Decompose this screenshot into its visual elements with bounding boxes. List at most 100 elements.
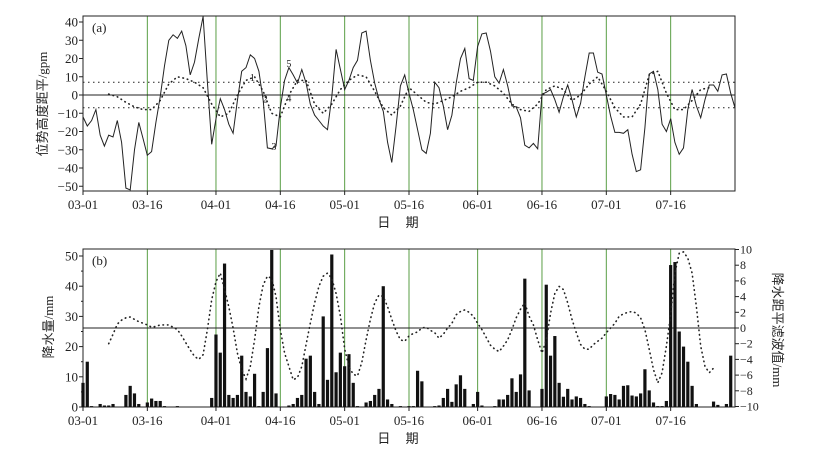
x-axis-label: 日 期 bbox=[377, 431, 424, 446]
precip-bar bbox=[527, 390, 531, 407]
precip-bar bbox=[287, 405, 291, 407]
precip-bar bbox=[626, 385, 630, 407]
y-right-tick-label: 2 bbox=[740, 305, 746, 319]
precip-bar bbox=[506, 394, 510, 407]
point-annotation: 5 bbox=[286, 59, 291, 70]
x-tick-label: 05-16 bbox=[394, 197, 425, 212]
precip-bar bbox=[124, 394, 128, 407]
anomaly-series-line bbox=[82, 16, 736, 191]
precip-bar bbox=[248, 396, 252, 407]
y-tick-label: 20 bbox=[65, 339, 78, 354]
y-tick-label: 30 bbox=[65, 33, 78, 48]
precip-bar bbox=[210, 397, 214, 407]
precip-bar bbox=[158, 400, 162, 407]
precip-bar bbox=[321, 316, 325, 407]
y-tick-label: −30 bbox=[58, 142, 78, 157]
y-right-tick-label: 4 bbox=[740, 290, 746, 304]
precip-bar bbox=[621, 385, 626, 407]
precip-bar bbox=[630, 395, 634, 407]
precip-bar bbox=[308, 355, 312, 407]
y-tick-label: 0 bbox=[72, 88, 79, 103]
precip-bar bbox=[518, 374, 523, 407]
precip-bar bbox=[523, 278, 527, 407]
precip-bar bbox=[261, 391, 265, 407]
precip-bar bbox=[334, 372, 338, 407]
x-tick-label: 04-01 bbox=[201, 413, 231, 428]
precip-bar bbox=[617, 399, 621, 407]
x-tick-label: 06-16 bbox=[527, 197, 558, 212]
y-right-tick-label: −6 bbox=[740, 368, 753, 382]
precip-bar bbox=[390, 403, 394, 407]
precip-bar bbox=[351, 382, 355, 407]
y-tick-label: −50 bbox=[58, 179, 78, 194]
precip-bar bbox=[476, 391, 480, 407]
precip-bar bbox=[162, 406, 167, 407]
precip-bar bbox=[377, 388, 381, 407]
precip-bar bbox=[690, 385, 694, 407]
precip-bar bbox=[381, 286, 385, 407]
x-tick-label: 03-16 bbox=[132, 413, 163, 428]
precip-bar bbox=[102, 405, 107, 407]
precip-bar bbox=[355, 406, 360, 407]
precip-bar bbox=[493, 406, 497, 407]
precip-bar bbox=[317, 403, 321, 407]
y-right-tick-label: −2 bbox=[740, 337, 753, 351]
x-tick-label: 03-01 bbox=[68, 413, 98, 428]
y-tick-label: −10 bbox=[58, 106, 78, 121]
precip-bar bbox=[634, 396, 638, 407]
precip-bar bbox=[681, 346, 686, 407]
precip-bar bbox=[347, 354, 351, 407]
precip-bar bbox=[553, 336, 557, 407]
x-tick-label: 03-01 bbox=[68, 197, 98, 212]
precip-bar bbox=[544, 284, 548, 407]
precip-bar bbox=[154, 400, 158, 407]
precip-bar bbox=[613, 394, 617, 407]
y-tick-label: 40 bbox=[65, 15, 78, 30]
y-tick-label: 50 bbox=[65, 249, 78, 264]
precip-bar bbox=[415, 370, 420, 407]
precip-bar bbox=[98, 403, 102, 407]
y-tick-label: 40 bbox=[65, 279, 78, 294]
precip-bar bbox=[235, 394, 240, 407]
y-right-tick-label: −8 bbox=[740, 384, 753, 398]
precip-bar bbox=[497, 399, 501, 407]
precip-bar bbox=[214, 334, 218, 407]
precip-bar bbox=[411, 406, 415, 407]
precip-bar bbox=[643, 369, 647, 407]
precip-bar bbox=[514, 391, 518, 407]
precip-bar bbox=[664, 400, 668, 407]
precip-bar bbox=[673, 262, 677, 407]
precip-bar bbox=[145, 402, 149, 407]
y-right-tick-label: 8 bbox=[740, 258, 746, 272]
y-tick-label: −20 bbox=[58, 124, 78, 139]
precip-bar bbox=[458, 375, 463, 407]
precip-bar bbox=[724, 403, 729, 407]
precip-bar bbox=[420, 381, 424, 407]
x-axis-label: 日 期 bbox=[377, 215, 424, 230]
precip-bar bbox=[669, 265, 673, 407]
y-axis-label: 位势高度距平/gpm bbox=[35, 52, 50, 157]
y-tick-label: 10 bbox=[65, 369, 78, 384]
precip-bar bbox=[218, 352, 222, 407]
precip-bar bbox=[407, 406, 411, 407]
point-annotation: 2 bbox=[263, 95, 268, 106]
precip-bar bbox=[274, 393, 278, 407]
precip-bar bbox=[433, 406, 437, 407]
precip-bar bbox=[270, 249, 274, 407]
precip-bar bbox=[304, 358, 308, 407]
y-right-tick-label: 6 bbox=[740, 274, 746, 288]
precip-bar bbox=[548, 355, 553, 407]
x-tick-label: 07-16 bbox=[655, 413, 686, 428]
precip-bar bbox=[343, 366, 347, 407]
precip-bar bbox=[85, 361, 89, 407]
precip-bar bbox=[265, 348, 270, 407]
precip-bar bbox=[651, 402, 656, 407]
precip-bar bbox=[540, 388, 544, 407]
precip-bar bbox=[89, 406, 94, 407]
x-tick-label: 05-16 bbox=[394, 413, 425, 428]
precip-bar bbox=[639, 393, 643, 407]
precip-bar bbox=[694, 403, 698, 407]
precip-bar bbox=[686, 361, 690, 407]
precip-bar bbox=[660, 406, 664, 407]
